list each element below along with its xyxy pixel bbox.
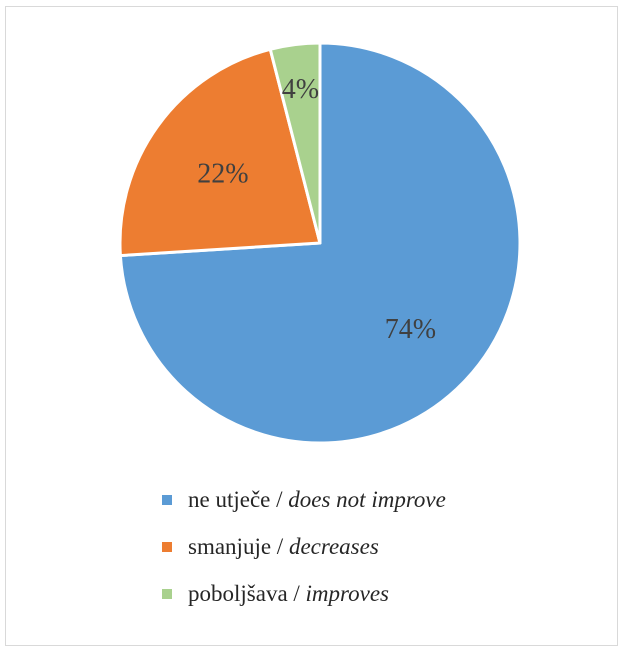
slice-label-improves: 4% <box>282 74 319 105</box>
legend-item-decreases[interactable]: smanjuje / decreases <box>162 523 446 570</box>
pie-chart: 74% 22% 4% <box>118 41 522 445</box>
slice-label-decreases: 22% <box>197 159 248 190</box>
legend-item-does-not-improve[interactable]: ne utječe / does not improve <box>162 476 446 523</box>
legend-label-en: does not improve <box>288 486 446 512</box>
slice-labels-layer: 74% 22% 4% <box>197 74 436 345</box>
legend-label-hr: smanjuje <box>188 533 272 559</box>
legend-swatch-decreases <box>162 541 172 552</box>
legend-label-hr: ne utječe <box>188 486 271 512</box>
legend-label-en: decreases <box>288 533 379 559</box>
legend-separator: / <box>287 580 306 606</box>
legend: ne utječe / does not improve smanjuje / … <box>162 476 446 617</box>
slices-layer <box>118 41 522 445</box>
legend-label-hr: poboljšava <box>188 580 288 606</box>
legend-separator: / <box>271 533 289 559</box>
pie-slice-decreases[interactable] <box>118 47 322 258</box>
legend-separator: / <box>270 486 289 512</box>
legend-label-en: improves <box>305 580 390 606</box>
legend-swatch-improves <box>162 588 172 599</box>
legend-swatch-does-not-improve <box>162 494 172 505</box>
pie-slice-improves[interactable] <box>268 41 322 245</box>
slice-label-does-not-improve: 74% <box>385 314 436 345</box>
legend-item-improves[interactable]: poboljšava / improves <box>162 570 446 617</box>
